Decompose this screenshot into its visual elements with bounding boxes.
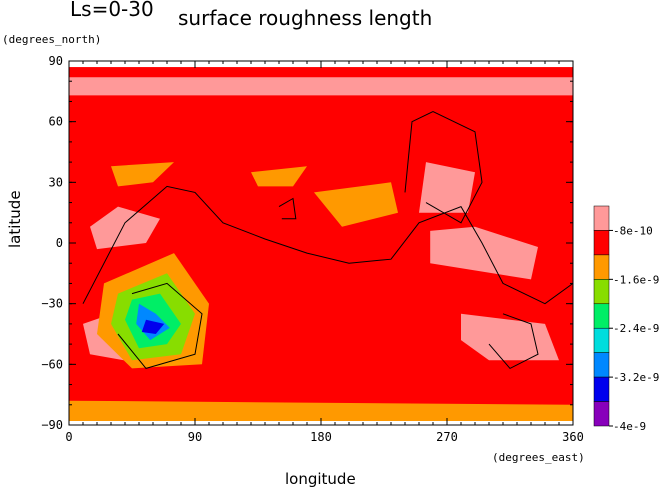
- colorbar-swatch-1: [593, 230, 610, 256]
- chart-title: surface roughness length: [178, 6, 432, 30]
- colorbar-swatch-8: [593, 401, 610, 427]
- x-tick-label-0: 0: [65, 430, 72, 444]
- colorbar-swatch-2: [593, 254, 610, 280]
- colorbar-swatch-0: [593, 205, 610, 231]
- chart-title-prefix: Ls=0-30: [70, 0, 154, 21]
- colorbar-label-0: -8e-10: [613, 224, 653, 237]
- y-tick-label-4: −30: [41, 297, 63, 311]
- contour-region-5: [419, 162, 475, 213]
- y-tick-label-3: 0: [56, 236, 63, 250]
- colorbar: -8e-10 -1.6e-9 -2.4e-9 -3.2e-9 -4e-9: [593, 205, 659, 433]
- x-tick-label-3: 270: [436, 430, 458, 444]
- colorbar-swatch-3: [593, 279, 610, 305]
- colorbar-swatch-7: [593, 376, 610, 402]
- topography-contour-1: [117, 282, 203, 369]
- topography-contour-2: [404, 111, 483, 224]
- topography-contour-3: [488, 313, 539, 370]
- contour-region-8: [314, 182, 398, 227]
- y-axis-unit: (degrees_north): [2, 33, 101, 46]
- contour-region-0: [69, 77, 573, 96]
- colorbar-label-3: -3.2e-9: [613, 371, 659, 384]
- x-axis-label: longitude: [285, 470, 356, 488]
- colorbar-label-1: -1.6e-9: [613, 273, 659, 286]
- x-axis: 0 90 180 270 360: [65, 61, 584, 444]
- topography-contour-4: [278, 197, 297, 220]
- contour-region-14: [141, 319, 165, 334]
- colorbar-swatch-6: [593, 352, 610, 378]
- x-tick-label-1: 90: [188, 430, 202, 444]
- y-tick-label-1: 60: [49, 115, 63, 129]
- plot-area: [68, 60, 574, 426]
- x-tick-label-2: 180: [310, 430, 332, 444]
- contour-region-7: [251, 166, 307, 187]
- y-tick-label-6: −90: [41, 418, 63, 432]
- topography-contour-0: [82, 185, 574, 305]
- colorbar-label-4: -4e-9: [613, 420, 646, 433]
- colorbar-swatch-4: [593, 303, 610, 329]
- contour-region-2: [90, 206, 160, 250]
- contour-region-6: [111, 162, 174, 187]
- x-axis-unit: (degrees_east): [492, 451, 585, 464]
- y-axis: 90 60 30 0 −30 −60 −90: [41, 54, 573, 432]
- contour-region-3: [430, 226, 538, 280]
- contour-region-9: [69, 400, 573, 421]
- y-tick-label-5: −60: [41, 357, 63, 371]
- colorbar-label-2: -2.4e-9: [613, 322, 659, 335]
- y-axis-label: latitude: [6, 190, 24, 248]
- y-tick-label-2: 30: [49, 175, 63, 189]
- colorbar-swatch-5: [593, 327, 610, 353]
- x-tick-label-4: 360: [562, 430, 584, 444]
- contour-region-4: [461, 313, 559, 361]
- y-tick-label-0: 90: [49, 54, 63, 68]
